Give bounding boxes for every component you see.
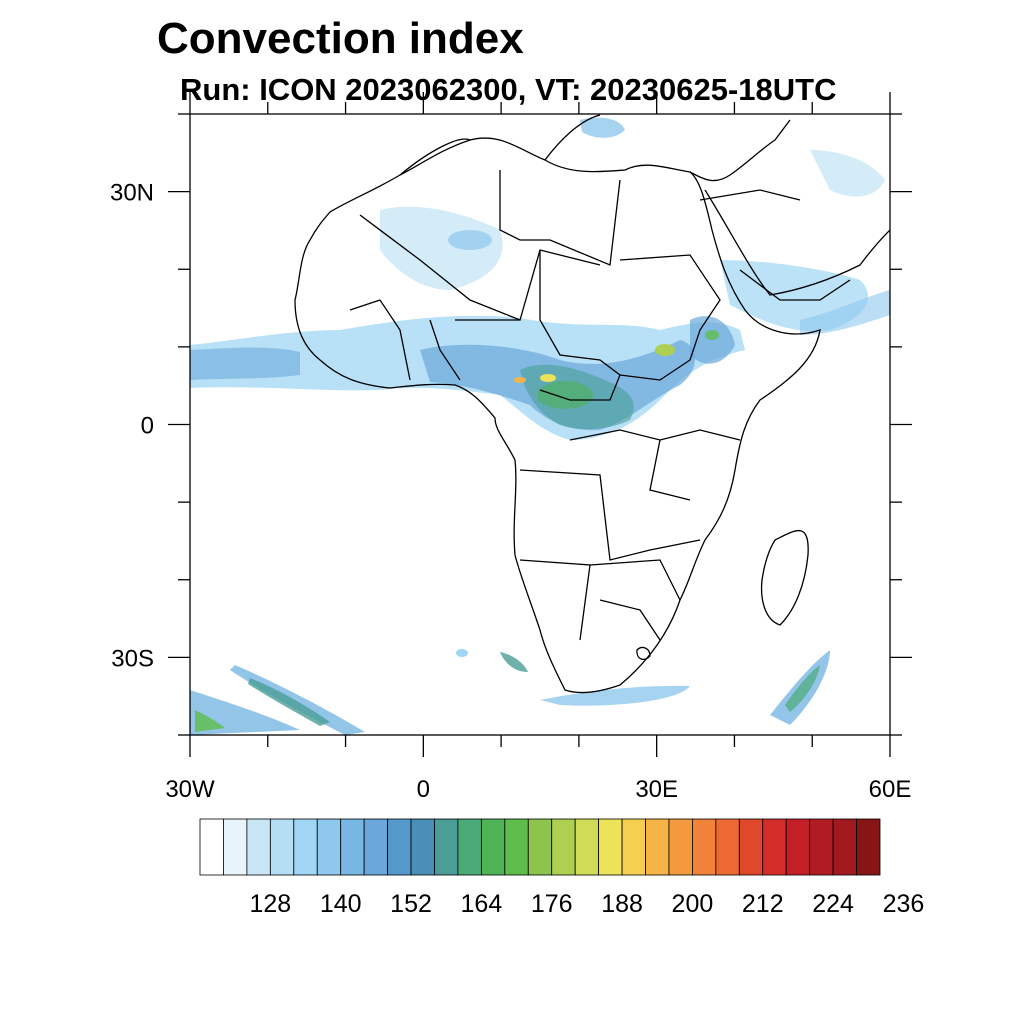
coastline-mediterranean [399,114,601,176]
shading-ethiopia-green [705,330,719,340]
colorbar-box [199,818,224,876]
colorbar-label: 140 [320,890,362,918]
colorbar-box [410,818,435,876]
colorbar-box [363,818,388,876]
colorbar-box [809,818,834,876]
x-tick-label: 60E [869,776,912,803]
colorbar-box [246,818,271,876]
colorbar-box [692,818,717,876]
colorbar-label: 188 [601,890,643,918]
shading-middle-east [810,150,885,197]
shading-hotspot-1 [540,374,556,382]
coastline-africa [294,137,821,694]
colorbar-label: 152 [390,890,432,918]
border-3 [619,254,721,381]
plot-subtitle: Run: ICON 2023062300, VT: 20230625-18UTC [180,72,837,107]
colorbar-box [504,818,529,876]
colorbar-label: 224 [812,890,854,918]
colorbar-box [269,818,295,876]
shading-south-atlantic-2 [230,665,365,735]
shading-sahara-core [448,230,492,250]
colorbar-label: 164 [461,890,503,918]
x-tick-label: 30E [635,776,678,803]
convection-shading [190,117,890,735]
colorbar-box [293,818,318,876]
colorbar-box [480,818,506,876]
border-6 [519,469,701,641]
shading-hotspot-3 [655,344,675,356]
shading-south-atlantic-3 [248,678,330,726]
colorbar-label: 200 [672,890,714,918]
colorbar-box [598,818,623,876]
axis-tick-labels: 30W 0 30E 60E 30N 0 30S [110,180,911,803]
shading-south-atlantic-4 [195,710,225,732]
shading-small-cell [456,649,468,657]
border-2 [499,170,621,266]
colorbar-box [832,818,857,876]
colorbar-box [457,818,482,876]
border-8 [599,599,661,661]
colorbar-label: 236 [883,890,925,918]
border-1 [359,214,601,321]
border-7 [569,429,741,501]
coastline-madagascar [760,529,809,626]
colorbar-label: 128 [249,890,291,918]
y-tick-label: 0 [141,413,154,440]
colorbar-box [762,818,787,876]
x-tick-label: 0 [417,776,430,803]
shading-southwest-cape [500,652,528,672]
shading-sahara [380,206,503,290]
axis-ticks [168,92,912,757]
colorbar [199,818,881,876]
colorbar-box [856,818,881,876]
colorbar-box [738,818,764,876]
y-tick-label: 30S [111,645,154,672]
shading-indian-ocean-core [785,665,820,712]
border-9 [699,189,851,301]
border-4 [539,250,621,401]
border-5 [349,299,520,381]
colorbar-box [574,818,600,876]
x-tick-label: 30W [165,776,215,803]
coastline-red-sea [689,119,791,182]
colorbar-box [340,818,365,876]
shading-arabian-sea [800,290,890,335]
colorbar-box [668,818,693,876]
shading-hotspot-2 [514,377,526,383]
y-tick-label: 30N [110,180,154,207]
colorbar-box [551,818,576,876]
colorbar-box [223,818,248,876]
colorbar-label: 176 [531,890,573,918]
colorbar-box [785,818,811,876]
colorbar-labels: 128 140 152 164 176 188 200 212 224 236 [249,890,924,918]
shading-atlantic-ext [190,347,300,380]
colorbar-box [387,818,412,876]
coastlines-borders [294,114,890,694]
colorbar-box [434,818,459,876]
shading-congo-green [537,381,593,409]
colorbar-box [715,818,740,876]
colorbar-box [645,818,670,876]
colorbar-label: 212 [742,890,784,918]
shading-mediterranean [580,117,625,138]
colorbar-box [527,818,553,876]
shading-south-africa-front [540,685,690,706]
coastline-arabia [704,189,890,296]
colorbar-box [621,818,646,876]
plot-title: Convection index [157,14,524,63]
colorbar-box [316,818,342,876]
